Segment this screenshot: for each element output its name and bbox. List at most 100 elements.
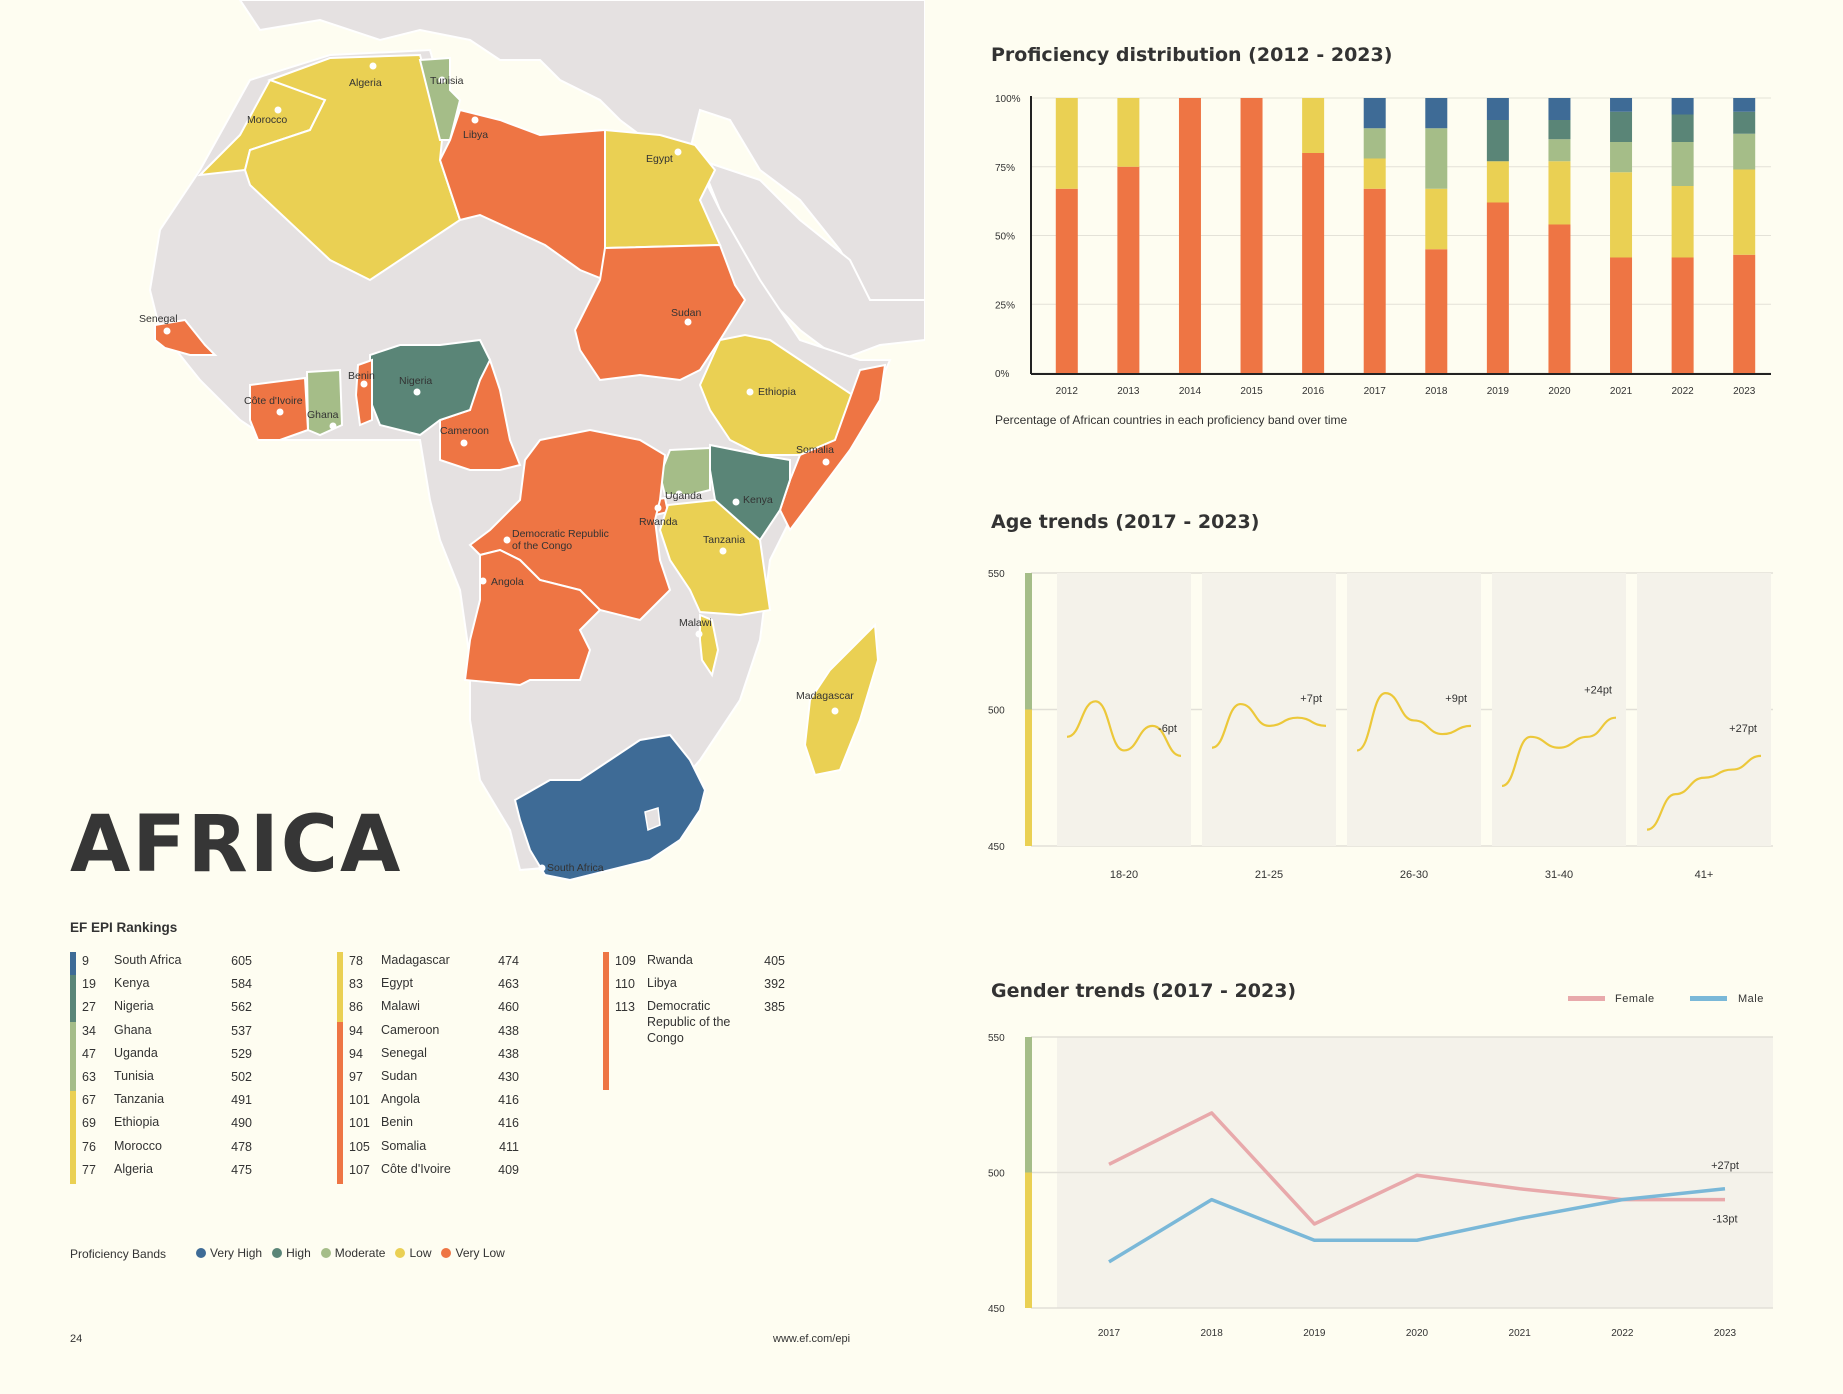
country-score: 409	[498, 1162, 519, 1177]
ranking-row: 69 Ethiopia 490	[70, 1114, 270, 1138]
age-group-label: 18-20	[1110, 869, 1138, 881]
band-legend-item: Very High	[196, 1246, 262, 1260]
age-group-label: 26-30	[1400, 869, 1428, 881]
country-score: 529	[231, 1046, 252, 1061]
proficiency-chart-subtitle: Percentage of African countries in each …	[995, 413, 1348, 427]
y-tick-label: 500	[988, 1169, 1005, 1180]
country-name: Angola	[381, 1092, 420, 1107]
country-name: Ethiopia	[114, 1115, 160, 1130]
age-trend-line	[1501, 716, 1617, 788]
band-legend-label: Low	[409, 1246, 432, 1260]
change-label: +27pt	[1729, 723, 1757, 735]
map-label: Sudan	[671, 307, 702, 319]
x-tick-label: 2017	[1098, 1328, 1121, 1339]
age-group-panel	[1347, 573, 1481, 846]
age-trends-title: Age trends (2017 - 2023)	[991, 511, 1260, 533]
band-color-bar	[337, 1160, 343, 1184]
bar-segment	[1240, 98, 1263, 373]
proficiency-bands-legend: Proficiency Bands Very High High Moderate L…	[70, 1246, 515, 1261]
rankings-column-1: 9 South Africa 605 19 Kenya 584 27 Nigeria 562 34…	[70, 952, 270, 1184]
footer-url: www.ef.com/epi	[773, 1333, 851, 1345]
ranking-row: 105 Somalia 411	[337, 1137, 537, 1161]
legend-swatch	[1690, 996, 1727, 1001]
band-legend-label: High	[286, 1246, 311, 1260]
band-dot-icon	[196, 1248, 207, 1258]
change-label: +27pt	[1711, 1160, 1739, 1172]
change-label: -13pt	[1712, 1214, 1737, 1226]
gender-series-line	[1108, 1187, 1726, 1264]
rank-number: 47	[82, 1046, 96, 1061]
country-score: 416	[498, 1116, 519, 1131]
age-trend-line	[1356, 692, 1472, 752]
band-color-bar	[603, 975, 609, 999]
band-dot-icon	[272, 1248, 283, 1258]
map-label: Malawi	[679, 617, 712, 629]
rank-number: 110	[615, 977, 635, 992]
ranking-row: 63 Tunisia 502	[70, 1068, 270, 1092]
country-name: Somalia	[381, 1138, 427, 1153]
country-score: 405	[764, 954, 785, 968]
bands-legend-items: Very High High Moderate Low Very Low	[196, 1246, 515, 1261]
bar-segment	[1548, 161, 1571, 225]
ranking-row: 113 Democratic Republic of the Congo 385	[603, 998, 803, 1091]
ranking-row: 94 Cameroon 438	[337, 1021, 537, 1045]
rankings-column-2: 78 Madagascar 474 83 Egypt 463 86 Malawi 460 94 Ca…	[337, 952, 537, 1184]
ranking-row: 47 Uganda 529	[70, 1044, 270, 1068]
country-score: 416	[498, 1093, 519, 1108]
bar-segment	[1178, 98, 1201, 373]
bar-segment	[1610, 111, 1633, 142]
band-color-bar	[337, 1137, 343, 1161]
x-tick-label: 2012	[1056, 386, 1079, 397]
change-label: +24pt	[1584, 685, 1612, 697]
bar-segment	[1363, 158, 1386, 189]
map-label: Rwanda	[639, 516, 678, 528]
x-tick-label: 2019	[1303, 1328, 1326, 1339]
page-number: 24	[70, 1333, 83, 1345]
band-dot-icon	[320, 1248, 331, 1258]
country-name: Libya	[647, 976, 677, 991]
map-label: Ethiopia	[758, 386, 796, 398]
map-label: Côte d'Ivoire	[244, 395, 303, 407]
bar-segment	[1302, 98, 1325, 153]
x-tick-label: 2022	[1611, 1328, 1634, 1339]
x-tick-label: 2021	[1610, 386, 1633, 397]
band-color-bar	[70, 1044, 76, 1068]
country-score: 537	[231, 1023, 252, 1038]
bar-segment	[1117, 98, 1140, 167]
age-trend-line	[1066, 700, 1182, 758]
x-tick-label: 2023	[1714, 1328, 1737, 1339]
bar-segment	[1055, 98, 1078, 189]
country-name: Ghana	[114, 1022, 152, 1037]
rank-number: 67	[82, 1093, 96, 1108]
rank-number: 34	[82, 1023, 96, 1038]
x-tick-label: 2018	[1425, 386, 1448, 397]
country-score: 392	[764, 977, 785, 992]
rank-number: 109	[615, 954, 636, 968]
rank-number: 63	[82, 1070, 96, 1084]
rankings-title: EF EPI Rankings	[70, 920, 178, 935]
band-color-bar	[337, 952, 343, 976]
country-name: Nigeria	[114, 999, 154, 1014]
country-score: 474	[498, 954, 519, 968]
country-name: Tunisia	[114, 1069, 154, 1083]
band-dot-icon	[441, 1248, 452, 1258]
map-label: Libya	[463, 129, 488, 141]
x-tick-label: 2021	[1509, 1328, 1532, 1339]
band-indicator-low	[1025, 709, 1032, 846]
rank-number: 107	[349, 1162, 370, 1177]
bar-segment	[1548, 120, 1571, 140]
ranking-row: 9 South Africa 605	[70, 952, 270, 976]
band-legend-item: Very Low	[441, 1246, 505, 1260]
band-indicator-low	[1025, 1172, 1032, 1308]
country-score: 502	[231, 1070, 252, 1084]
age-group-label: 31-40	[1545, 869, 1573, 881]
map-label: South Africa	[547, 862, 604, 874]
ranking-row: 97 Sudan 430	[337, 1068, 537, 1092]
country-name: Côte d'Ivoire	[381, 1161, 451, 1176]
x-tick-label: 2014	[1179, 386, 1202, 397]
bar-segment	[1363, 98, 1386, 129]
ranking-row: 101 Benin 416	[337, 1114, 537, 1138]
map-label: Somalia	[796, 444, 834, 456]
age-group-label: 41+	[1695, 869, 1714, 881]
country-name: South Africa	[114, 953, 182, 967]
